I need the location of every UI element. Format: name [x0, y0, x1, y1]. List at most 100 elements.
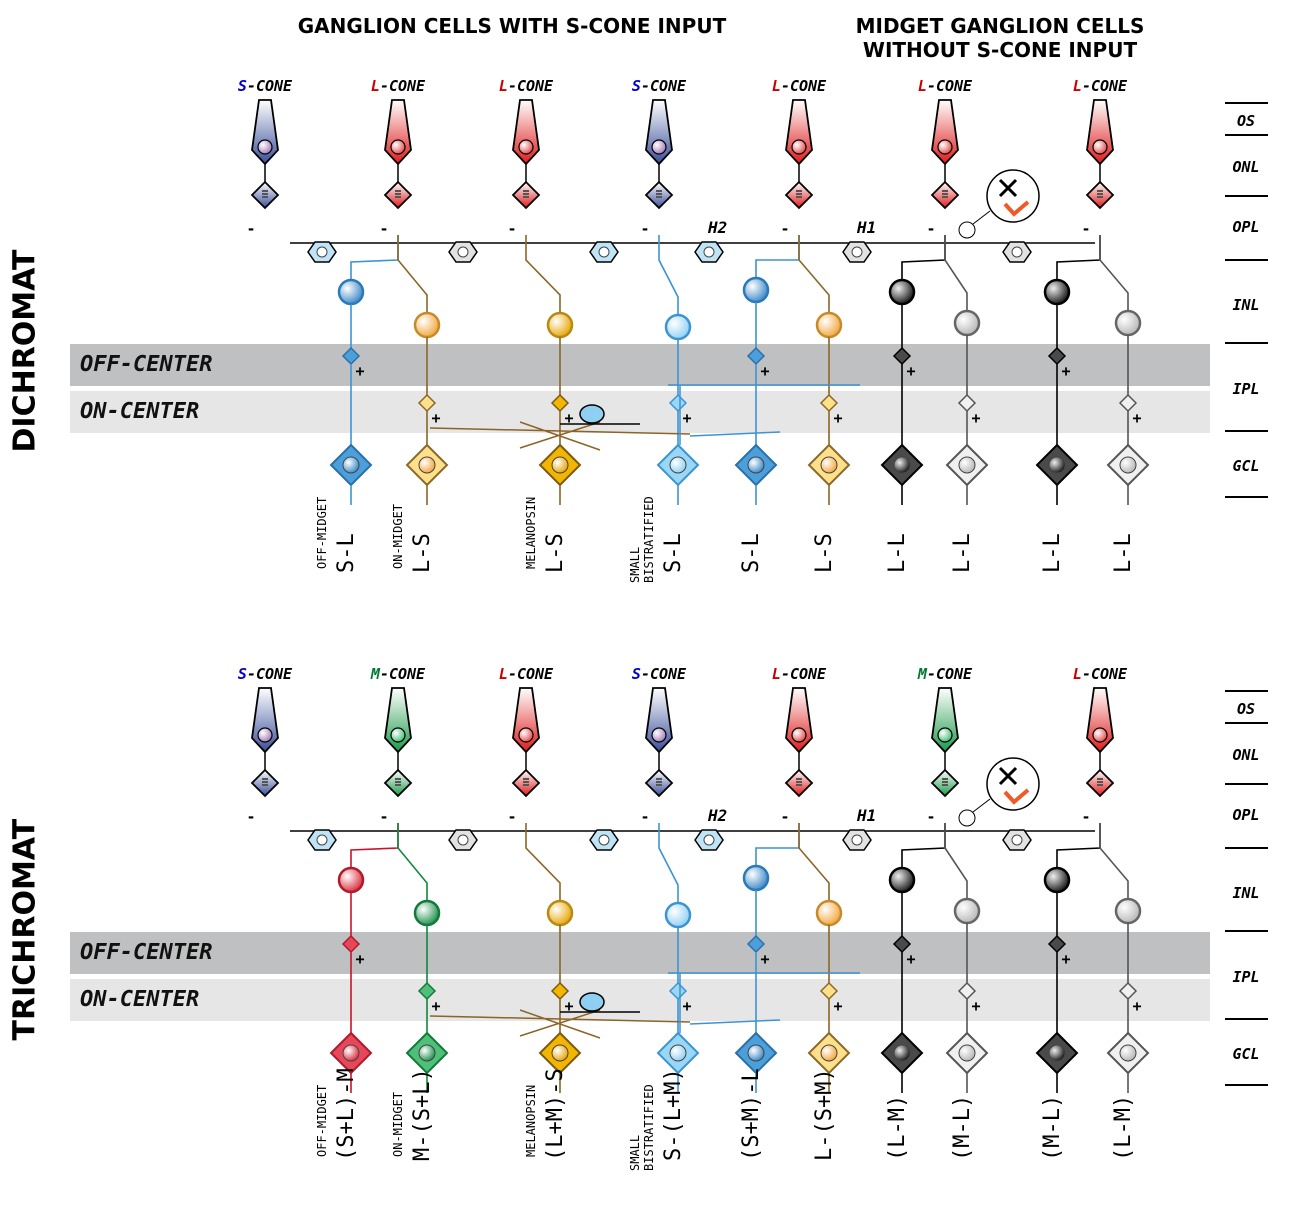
- synapse-sign: -: [780, 808, 789, 826]
- synapse-sign: +: [760, 950, 769, 968]
- ganglion-cell: [734, 443, 778, 487]
- on-center-band: [70, 979, 1210, 1021]
- ganglion-type-label: ON-MIDGET: [391, 1092, 405, 1157]
- off-center-band: [70, 932, 1210, 974]
- cone-letter: S: [631, 77, 641, 95]
- ganglion-cell: [807, 443, 851, 487]
- horizontal-cell: [448, 829, 478, 851]
- on-center-band: [70, 391, 1210, 433]
- synapse-sign: -: [640, 220, 649, 238]
- cone-L: [784, 687, 814, 798]
- bipolar-soma: [1043, 278, 1071, 306]
- bipolar-dendrite: [350, 235, 399, 280]
- cone-letter: S: [237, 665, 247, 683]
- cone-nucleus: [390, 139, 406, 155]
- synapse-sign: +: [355, 950, 364, 968]
- header-midget-line1: MIDGET GANGLION CELLS: [855, 14, 1145, 38]
- cone-suffix: -CONE: [780, 665, 827, 683]
- melanopsin-crossing: [429, 421, 691, 451]
- cone-suffix: -CONE: [246, 665, 293, 683]
- bipolar-soma: [413, 311, 441, 339]
- bipolar-soma: [664, 901, 692, 929]
- bipolar-dendrite: [525, 235, 561, 313]
- ganglion-output-label: (L+M)-S: [543, 1068, 568, 1161]
- bipolar-soma: [953, 897, 981, 925]
- cone-suffix: -CONE: [507, 77, 554, 95]
- ganglion-type-label: OFF-MIDGET: [315, 1085, 329, 1157]
- ganglion-cell: [656, 443, 700, 487]
- ganglion-cell: [405, 1031, 449, 1075]
- cone-label: L-CONE: [754, 77, 844, 95]
- bipolar-soma: [953, 309, 981, 337]
- synapse-sign: +: [682, 997, 691, 1015]
- bipolar-dendrite: [901, 823, 946, 868]
- bipolar-dendrite: [397, 235, 428, 313]
- bipolar-dendrite: [798, 235, 830, 313]
- bipolar-dendrite: [1099, 235, 1129, 311]
- cone-nucleus: [390, 727, 406, 743]
- cone-L: [1085, 99, 1115, 210]
- ganglion-cell: [880, 1031, 924, 1075]
- bipolar-dendrite: [755, 823, 800, 866]
- cone-label: M-CONE: [900, 665, 990, 683]
- synapse-sign: +: [833, 997, 842, 1015]
- layer-label-inl: INL: [1232, 884, 1260, 902]
- synapse-magnifier-icon: [958, 169, 1040, 239]
- on-center-label: ON-CENTER: [80, 399, 200, 424]
- synapse-sign: +: [1061, 362, 1070, 380]
- synapse-sign: +: [760, 362, 769, 380]
- bipolar-soma: [888, 278, 916, 306]
- off-center-band: [70, 344, 1210, 386]
- bipolar-dendrite: [798, 823, 830, 901]
- type-line: MELANOPSIN: [524, 1084, 538, 1157]
- layer-label-onl: ONL: [1232, 746, 1260, 764]
- cone-suffix: -CONE: [1081, 665, 1128, 683]
- cone-letter: L: [917, 77, 927, 95]
- ganglion-type-label: ON-MIDGET: [391, 504, 405, 569]
- cone-letter: S: [631, 665, 641, 683]
- header-midget-line2: WITHOUT S-CONE INPUT: [862, 38, 1138, 62]
- ganglion-output-label: L-S: [812, 533, 837, 573]
- synapse-sign: +: [431, 997, 440, 1015]
- horizontal-cell: [694, 829, 724, 851]
- cone-label: S-CONE: [220, 77, 310, 95]
- ganglion-type-label: SMALL BISTRATIFIED: [628, 1084, 656, 1171]
- cone-nucleus: [651, 139, 667, 155]
- cone-suffix: -CONE: [246, 77, 293, 95]
- cone-suffix: -CONE: [379, 665, 426, 683]
- cone-nucleus: [1092, 727, 1108, 743]
- ganglion-output-label: L-L: [1040, 533, 1065, 573]
- synapse-sign: -: [1081, 808, 1090, 826]
- synapse-sign: +: [1061, 950, 1070, 968]
- cone-S: [250, 99, 280, 210]
- synapse-sign: +: [431, 409, 440, 427]
- bipolar-soma: [337, 278, 365, 306]
- cone-letter: M: [917, 665, 927, 683]
- ganglion-output-label: L-S: [543, 533, 568, 573]
- bipolar-dendrite: [397, 823, 428, 901]
- bipolar-soma: [815, 311, 843, 339]
- horizontal-cell: [307, 829, 337, 851]
- bipolar-soma: [1043, 866, 1071, 894]
- layer-label-opl: OPL: [1232, 218, 1260, 236]
- cone-label: S-CONE: [614, 665, 704, 683]
- bipolar-dendrite: [1056, 235, 1101, 280]
- ganglion-output-label: (M-L): [1040, 1094, 1065, 1161]
- type-line: ON-MIDGET: [391, 503, 405, 569]
- synapse-sign: +: [833, 409, 842, 427]
- type-line: SMALL: [628, 1134, 642, 1171]
- cone-letter: L: [1072, 665, 1082, 683]
- layer-label-onl: ONL: [1232, 158, 1260, 176]
- bipolar-dendrite: [525, 823, 561, 901]
- cone-nucleus: [1092, 139, 1108, 155]
- bipolar-soma: [546, 899, 574, 927]
- horizontal-cell: [448, 241, 478, 263]
- layer-label-ipl: IPL: [1232, 968, 1260, 986]
- ganglion-output-label: L-L: [1111, 533, 1136, 573]
- bipolar-soma: [1114, 309, 1142, 337]
- cone-nucleus: [518, 727, 534, 743]
- layer-label-ipl: IPL: [1232, 380, 1260, 398]
- header-s-cone-group: GANGLION CELLS WITH S-CONE INPUT: [297, 14, 727, 38]
- ganglion-cell: [945, 443, 989, 487]
- cone-nucleus: [257, 139, 273, 155]
